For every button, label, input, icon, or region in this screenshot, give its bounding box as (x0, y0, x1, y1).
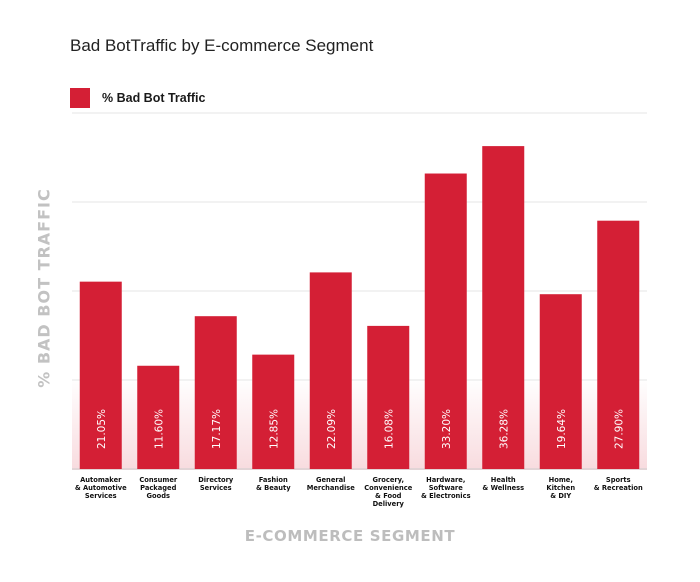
x-tick-label: Grocery, Convenience & Food Delivery (364, 476, 412, 508)
bar-value-label: 27.90% (613, 409, 625, 449)
bar-value-label: 11.60% (153, 409, 165, 449)
legend: % Bad Bot Traffic (70, 88, 206, 108)
bar-value-label: 21.05% (96, 409, 108, 449)
legend-label: % Bad Bot Traffic (102, 91, 206, 105)
bar-value-label: 33.20% (441, 409, 453, 449)
bar-value-label: 12.85% (268, 409, 280, 449)
bar-value-label: 36.28% (498, 409, 510, 449)
bar (424, 173, 467, 469)
x-tick-label: Home, Kitchen & DIY (546, 476, 575, 500)
bar-value-label: 19.64% (556, 409, 568, 449)
bar (137, 365, 180, 469)
bar (79, 281, 122, 469)
bar (252, 354, 295, 469)
bars (79, 146, 640, 469)
chart-title: Bad BotTraffic by E-commerce Segment (70, 36, 374, 55)
bar (194, 316, 237, 469)
x-tick-label: Sports & Recreation (594, 476, 643, 492)
x-tick-label: General Merchandise (307, 476, 356, 492)
bar (539, 294, 582, 469)
bar (367, 325, 410, 469)
bar-value-label: 17.17% (211, 409, 223, 449)
x-axis-label: E-COMMERCE SEGMENT (244, 527, 456, 545)
bar (309, 272, 352, 469)
value-labels: 21.05% 11.60% 17.17% 12.85% 22.09% 16.08% 33.2… (96, 409, 626, 449)
x-tick-label: Consumer Packaged Goods (139, 476, 178, 500)
bar-value-label: 22.09% (326, 409, 338, 449)
x-tick-label: Directory Services (198, 476, 234, 492)
bar (482, 146, 525, 469)
x-tick-label: Health & Wellness (482, 476, 524, 492)
legend-swatch (70, 88, 90, 108)
bar (597, 220, 640, 469)
x-tick-label: Fashion & Beauty (256, 476, 291, 492)
x-tick-label: Hardware, Software & Electronics (421, 476, 471, 500)
x-tick-labels: Automaker & Automotive Services Consumer Pac… (75, 476, 643, 508)
x-tick-label: Automaker & Automotive Services (75, 476, 127, 500)
bar-value-label: 16.08% (383, 409, 395, 449)
